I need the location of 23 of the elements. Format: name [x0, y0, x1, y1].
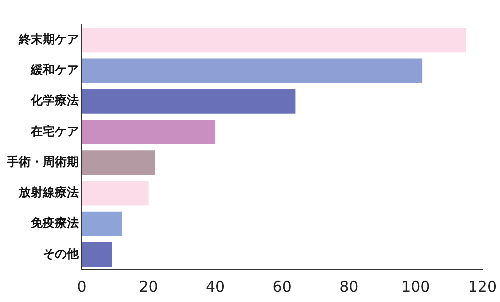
y-tick-label: 在宅ケア	[30, 124, 79, 138]
y-tick-label: 手術・周術期	[6, 154, 79, 169]
bar	[82, 120, 216, 144]
x-tick-label: 60	[272, 278, 292, 296]
bar	[82, 150, 156, 176]
x-tick-label: 120	[468, 278, 498, 296]
y-tick-label: その他	[43, 246, 80, 261]
y-tick-label: 免疫療法	[30, 216, 79, 230]
x-tick-label: 100	[402, 278, 430, 296]
y-tick-label: 緩和ケア	[30, 63, 79, 78]
y-tick-label: 放射線療法	[18, 186, 79, 200]
y-tick-label: 終末期ケア	[18, 32, 79, 46]
bar	[82, 242, 112, 267]
x-tick-label: 20	[139, 278, 158, 296]
bar	[82, 181, 149, 206]
bar	[82, 28, 466, 53]
x-tick-label: 40	[206, 278, 226, 296]
bar	[82, 89, 296, 114]
bar	[82, 58, 423, 84]
x-tick-label: 80	[340, 278, 359, 296]
bar	[82, 212, 122, 236]
y-tick-label: 化学療法	[30, 94, 79, 108]
x-tick-label: 0	[77, 278, 87, 296]
